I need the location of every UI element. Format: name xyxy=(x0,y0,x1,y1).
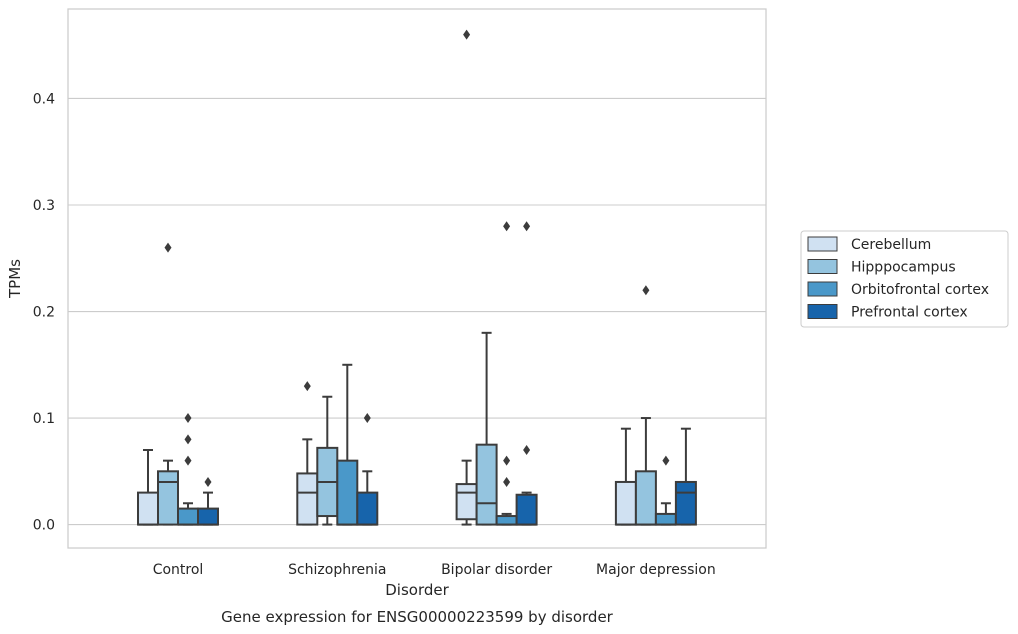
legend: Cerebellum Hipppocampus Orbitofrontal cort… xyxy=(800,230,1009,328)
outlier-point xyxy=(303,381,311,392)
box-cerebellum xyxy=(137,449,159,526)
outlier-point xyxy=(642,285,650,296)
outlier-point xyxy=(463,29,471,40)
iqr-box xyxy=(137,491,159,526)
outlier-point xyxy=(184,434,192,445)
y-tick-label: 0.2 xyxy=(33,305,55,321)
legend-entry: Cerebellum xyxy=(851,237,931,253)
box-plot-area xyxy=(137,29,697,526)
box-hipppocampus xyxy=(475,331,498,526)
iqr-box xyxy=(495,515,518,526)
box-prefrontal-cortex xyxy=(197,476,219,526)
iqr-box xyxy=(157,470,179,526)
iqr-box xyxy=(296,472,319,526)
legend-entry: Orbitofrontal cortex xyxy=(851,282,989,298)
legend-swatch xyxy=(807,281,838,297)
iqr-box xyxy=(336,459,359,526)
outlier-point xyxy=(503,455,511,466)
iqr-box xyxy=(634,470,657,526)
x-axis-ticks: Control Schizophrenia Bipolar disorder Majo… xyxy=(153,562,716,578)
outlier-point xyxy=(184,413,192,424)
y-axis-ticks: 0.0 0.1 0.2 0.3 0.4 xyxy=(33,91,55,533)
outlier-point xyxy=(164,242,172,253)
legend-swatch xyxy=(807,236,838,252)
outlier-point xyxy=(184,455,192,466)
iqr-box xyxy=(654,512,677,526)
box-hipppocampus xyxy=(316,395,339,526)
y-axis-label: TPMs xyxy=(6,259,24,299)
iqr-box xyxy=(515,493,538,526)
box-orbitofrontal-cortex xyxy=(495,221,518,526)
legend-swatch xyxy=(807,304,838,319)
box-hipppocampus xyxy=(157,242,179,526)
iqr-box xyxy=(356,491,379,526)
iqr-box xyxy=(197,507,219,526)
box-prefrontal-cortex xyxy=(515,221,538,526)
x-tick-label: Bipolar disorder xyxy=(441,562,552,578)
box-cerebellum xyxy=(455,29,478,526)
outlier-point xyxy=(662,455,670,466)
x-tick-label: Control xyxy=(153,562,204,578)
x-axis-label: Disorder xyxy=(385,581,449,599)
legend-entry: Prefrontal cortex xyxy=(851,305,968,321)
box-cerebellum xyxy=(614,427,637,526)
plot-frame xyxy=(67,8,767,549)
iqr-box xyxy=(177,507,199,526)
legend-frame xyxy=(800,230,1009,328)
x-tick-label: Schizophrenia xyxy=(288,562,386,578)
outlier-point xyxy=(523,445,531,455)
y-tick-label: 0.3 xyxy=(33,198,55,214)
iqr-box xyxy=(614,480,637,526)
box-orbitofrontal-cortex xyxy=(336,363,359,526)
x-tick-label: Major depression xyxy=(596,562,716,578)
legend-entry: Hipppocampus xyxy=(851,260,956,276)
box-cerebellum xyxy=(296,381,319,526)
y-tick-label: 0.1 xyxy=(33,411,55,427)
y-tick-label: 0.4 xyxy=(33,91,55,107)
outlier-point xyxy=(503,221,511,232)
box-prefrontal-cortex xyxy=(674,427,697,526)
outlier-point xyxy=(204,476,212,487)
box-hipppocampus xyxy=(634,285,657,526)
iqr-box xyxy=(475,443,498,526)
legend-swatch xyxy=(807,259,838,274)
chart-caption: Gene expression for ENSG00000223599 by d… xyxy=(221,608,614,626)
y-tick-label: 0.0 xyxy=(33,518,55,534)
outlier-point xyxy=(523,221,531,232)
box-orbitofrontal-cortex xyxy=(654,455,677,526)
box-orbitofrontal-cortex xyxy=(177,413,199,526)
iqr-box xyxy=(674,480,697,526)
iqr-box xyxy=(455,483,478,521)
outlier-point xyxy=(503,476,511,487)
outlier-point xyxy=(363,413,371,424)
box-prefrontal-cortex xyxy=(356,413,379,526)
